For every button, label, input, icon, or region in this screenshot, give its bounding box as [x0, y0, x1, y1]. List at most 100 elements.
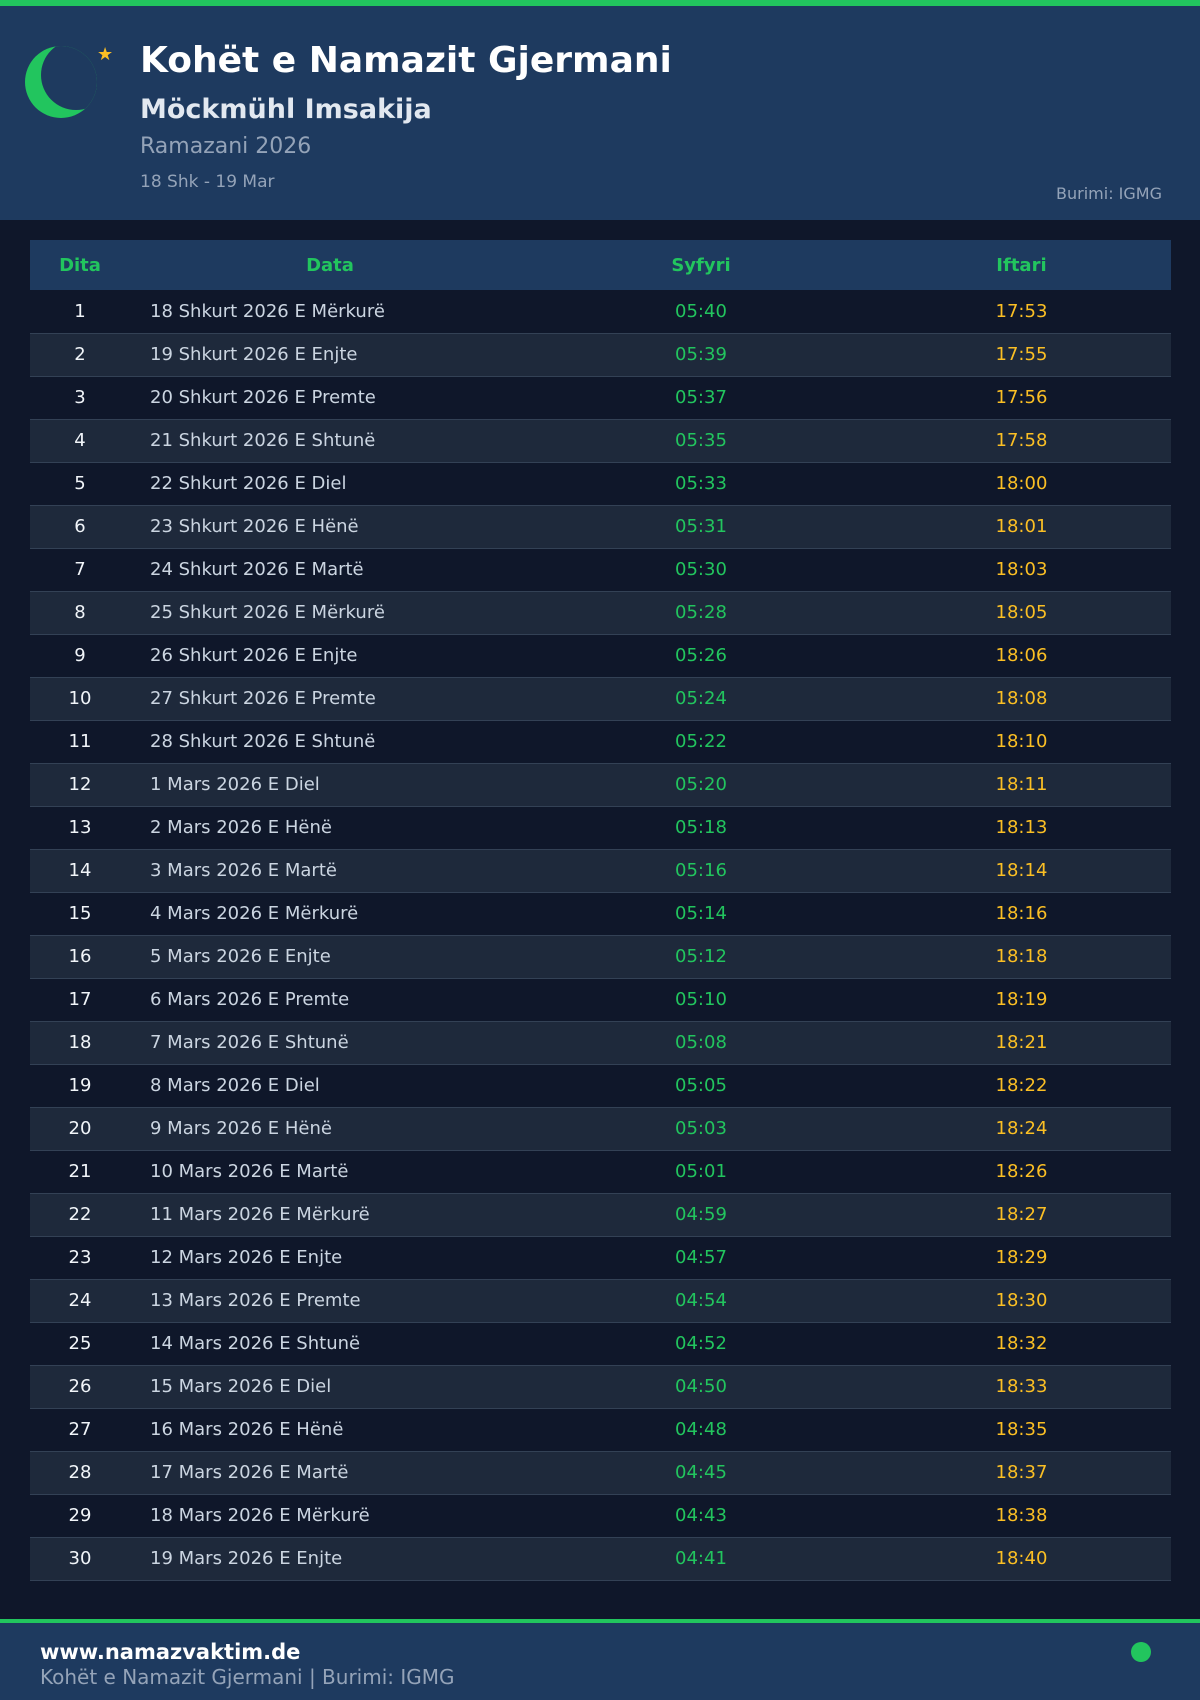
- top-accent-bar: [0, 0, 1200, 6]
- suhoor-cell: 04:57: [530, 1236, 872, 1280]
- status-dot-icon: [1131, 1642, 1151, 1662]
- suhoor-cell: 04:54: [530, 1279, 872, 1323]
- day-cell: 2: [30, 333, 130, 377]
- table-row: 2 19 Shkurt 2026 E Enjte 05:39 17:55: [30, 333, 1171, 377]
- table-row: 11 28 Shkurt 2026 E Shtunë 05:22 18:10: [30, 720, 1171, 764]
- day-cell: 18: [30, 1021, 130, 1065]
- date-cell: 15 Mars 2026 E Diel: [130, 1365, 530, 1409]
- date-cell: 23 Shkurt 2026 E Hënë: [130, 505, 530, 549]
- iftar-cell: 17:55: [871, 333, 1171, 377]
- iftar-cell: 18:32: [871, 1322, 1171, 1366]
- day-cell: 10: [30, 677, 130, 721]
- table-row: 4 21 Shkurt 2026 E Shtunë 05:35 17:58: [30, 419, 1171, 463]
- suhoor-cell: 05:28: [530, 591, 872, 635]
- date-cell: 12 Mars 2026 E Enjte: [130, 1236, 530, 1280]
- table-row: 30 19 Mars 2026 E Enjte 04:41 18:40: [30, 1537, 1171, 1581]
- day-cell: 14: [30, 849, 130, 893]
- day-cell: 21: [30, 1150, 130, 1194]
- table-row: 9 26 Shkurt 2026 E Enjte 05:26 18:06: [30, 634, 1171, 678]
- date-range: 18 Shk - 19 Mar: [140, 172, 275, 192]
- date-cell: 19 Mars 2026 E Enjte: [130, 1537, 530, 1581]
- suhoor-cell: 05:39: [530, 333, 872, 377]
- date-cell: 1 Mars 2026 E Diel: [130, 763, 530, 807]
- star-icon: ★: [97, 44, 114, 65]
- iftar-cell: 18:11: [871, 763, 1171, 807]
- day-cell: 23: [30, 1236, 130, 1280]
- table-row: 29 18 Mars 2026 E Mërkurë 04:43 18:38: [30, 1494, 1171, 1538]
- iftar-cell: 18:19: [871, 978, 1171, 1022]
- iftar-cell: 18:35: [871, 1408, 1171, 1452]
- table-header-row: Dita Data Syfyri Iftari: [30, 240, 1171, 290]
- table-row: 7 24 Shkurt 2026 E Martë 05:30 18:03: [30, 548, 1171, 592]
- iftar-cell: 18:37: [871, 1451, 1171, 1495]
- table-row: 13 2 Mars 2026 E Hënë 05:18 18:13: [30, 806, 1171, 850]
- iftar-cell: 18:03: [871, 548, 1171, 592]
- iftar-cell: 18:05: [871, 591, 1171, 635]
- day-cell: 1: [30, 290, 130, 334]
- iftar-cell: 18:21: [871, 1021, 1171, 1065]
- date-cell: 6 Mars 2026 E Premte: [130, 978, 530, 1022]
- suhoor-cell: 05:30: [530, 548, 872, 592]
- table-row: 24 13 Mars 2026 E Premte 04:54 18:30: [30, 1279, 1171, 1323]
- website-link[interactable]: www.namazvaktim.de: [40, 1640, 301, 1664]
- day-cell: 9: [30, 634, 130, 678]
- date-cell: 11 Mars 2026 E Mërkurë: [130, 1193, 530, 1237]
- table-row: 8 25 Shkurt 2026 E Mërkurë 05:28 18:05: [30, 591, 1171, 635]
- crescent-moon-icon: [25, 46, 97, 118]
- iftar-cell: 18:00: [871, 462, 1171, 506]
- date-cell: 26 Shkurt 2026 E Enjte: [130, 634, 530, 678]
- date-cell: 25 Shkurt 2026 E Mërkurë: [130, 591, 530, 635]
- suhoor-cell: 05:37: [530, 376, 872, 420]
- date-cell: 13 Mars 2026 E Premte: [130, 1279, 530, 1323]
- suhoor-cell: 05:03: [530, 1107, 872, 1151]
- day-cell: 4: [30, 419, 130, 463]
- date-cell: 27 Shkurt 2026 E Premte: [130, 677, 530, 721]
- day-cell: 25: [30, 1322, 130, 1366]
- date-cell: 2 Mars 2026 E Hënë: [130, 806, 530, 850]
- date-cell: 20 Shkurt 2026 E Premte: [130, 376, 530, 420]
- day-cell: 17: [30, 978, 130, 1022]
- suhoor-cell: 05:01: [530, 1150, 872, 1194]
- page-title: Kohët e Namazit Gjermani: [140, 40, 672, 81]
- date-cell: 4 Mars 2026 E Mërkurë: [130, 892, 530, 936]
- table-row: 5 22 Shkurt 2026 E Diel 05:33 18:00: [30, 462, 1171, 506]
- col-date: Data: [130, 240, 530, 290]
- date-cell: 7 Mars 2026 E Shtunë: [130, 1021, 530, 1065]
- col-iftar: Iftari: [871, 240, 1171, 290]
- suhoor-cell: 05:40: [530, 290, 872, 334]
- suhoor-cell: 05:31: [530, 505, 872, 549]
- iftar-cell: 18:27: [871, 1193, 1171, 1237]
- day-cell: 13: [30, 806, 130, 850]
- suhoor-cell: 05:14: [530, 892, 872, 936]
- suhoor-cell: 05:33: [530, 462, 872, 506]
- suhoor-cell: 04:59: [530, 1193, 872, 1237]
- day-cell: 22: [30, 1193, 130, 1237]
- day-cell: 11: [30, 720, 130, 764]
- suhoor-cell: 04:45: [530, 1451, 872, 1495]
- suhoor-cell: 05:12: [530, 935, 872, 979]
- date-cell: 28 Shkurt 2026 E Shtunë: [130, 720, 530, 764]
- date-cell: 8 Mars 2026 E Diel: [130, 1064, 530, 1108]
- day-cell: 7: [30, 548, 130, 592]
- date-cell: 19 Shkurt 2026 E Enjte: [130, 333, 530, 377]
- day-cell: 26: [30, 1365, 130, 1409]
- day-cell: 5: [30, 462, 130, 506]
- table-row: 10 27 Shkurt 2026 E Premte 05:24 18:08: [30, 677, 1171, 721]
- table-row: 12 1 Mars 2026 E Diel 05:20 18:11: [30, 763, 1171, 807]
- table-row: 17 6 Mars 2026 E Premte 05:10 18:19: [30, 978, 1171, 1022]
- table-row: 22 11 Mars 2026 E Mërkurë 04:59 18:27: [30, 1193, 1171, 1237]
- suhoor-cell: 04:50: [530, 1365, 872, 1409]
- iftar-cell: 18:06: [871, 634, 1171, 678]
- suhoor-cell: 04:48: [530, 1408, 872, 1452]
- date-cell: 18 Shkurt 2026 E Mërkurë: [130, 290, 530, 334]
- table-row: 15 4 Mars 2026 E Mërkurë 05:14 18:16: [30, 892, 1171, 936]
- table-row: 6 23 Shkurt 2026 E Hënë 05:31 18:01: [30, 505, 1171, 549]
- day-cell: 3: [30, 376, 130, 420]
- table-row: 25 14 Mars 2026 E Shtunë 04:52 18:32: [30, 1322, 1171, 1366]
- day-cell: 30: [30, 1537, 130, 1581]
- table-row: 14 3 Mars 2026 E Martë 05:16 18:14: [30, 849, 1171, 893]
- day-cell: 15: [30, 892, 130, 936]
- iftar-cell: 18:38: [871, 1494, 1171, 1538]
- suhoor-cell: 05:08: [530, 1021, 872, 1065]
- page-header: ★ Kohët e Namazit Gjermani Möckmühl Imsa…: [0, 6, 1200, 220]
